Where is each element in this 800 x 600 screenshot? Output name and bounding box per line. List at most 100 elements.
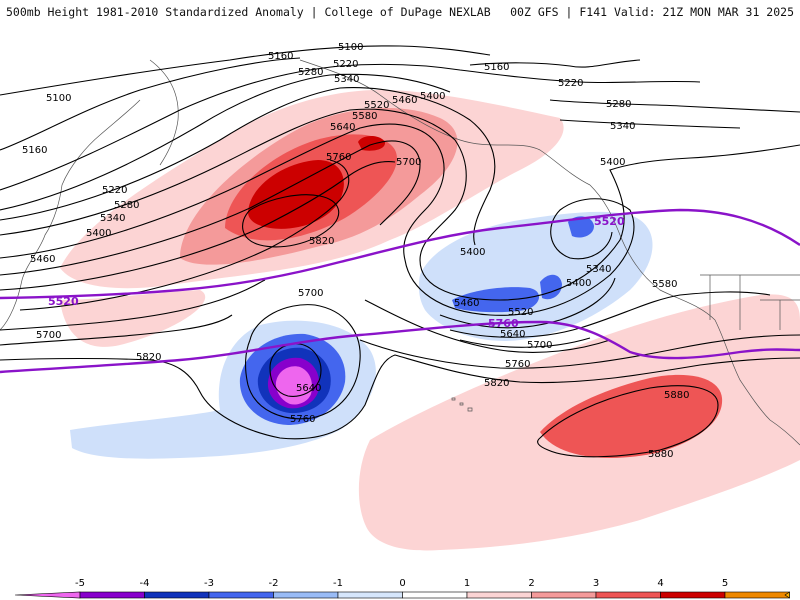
coastlines: [0, 59, 800, 446]
negative-anomaly-east-core-3: [568, 216, 594, 238]
contour-5100: [0, 45, 491, 96]
colorbar-tick-label: -4: [140, 578, 150, 589]
climatology-contours: [0, 208, 800, 374]
contour-label: 5700: [527, 340, 552, 351]
contour-label: 5640: [330, 122, 355, 133]
contour-label: 5160: [22, 145, 47, 156]
colorbar-swatch: [595, 591, 661, 599]
contour-label: 5760: [505, 359, 530, 370]
contour-label: 5400: [566, 278, 591, 289]
contour-label: 5640: [500, 329, 525, 340]
contour-label: 5100: [46, 93, 71, 104]
contour-label: 5820: [136, 352, 161, 363]
contour-label: 5760: [290, 414, 315, 425]
kamchatka-coastline: [149, 59, 179, 166]
hawaii-islands: [451, 397, 473, 412]
contour-label: 5100: [338, 42, 363, 53]
colorbar-swatch: [14, 591, 81, 599]
contour-label: 5220: [102, 185, 127, 196]
climatology-label: 5760: [488, 317, 519, 330]
contour-label: 5280: [298, 67, 323, 78]
colorbar-swatch: [208, 591, 274, 599]
colorbar-swatch: [724, 591, 790, 599]
contour-labels: 5100 5100 5160 5160 5160 5220 5220 5220 …: [22, 42, 689, 460]
climatology-label: 5520: [48, 295, 79, 308]
colorbar-swatch: [466, 591, 532, 599]
contour-label: 5700: [36, 330, 61, 341]
contour-label: 5220: [333, 59, 358, 70]
contour-label: 5700: [298, 288, 323, 299]
contour-label: 5400: [420, 91, 445, 102]
colorbar-swatch: [79, 591, 145, 599]
contour-label: 5520: [364, 100, 389, 111]
positive-anomaly-south-moderate: [540, 374, 723, 458]
colorbar-tick-label: 4: [657, 578, 663, 589]
climatology-label: 5520: [594, 215, 625, 228]
asia-coastline: [0, 99, 141, 331]
colorbar-swatches: [14, 591, 790, 599]
colorbar-tick-label: -3: [204, 578, 214, 589]
colorbar-tick-label: -1: [333, 578, 343, 589]
contour-label: 5460: [454, 298, 479, 309]
contour-label: 5340: [334, 74, 359, 85]
contour-5580: [0, 161, 771, 338]
contour-label: 5340: [100, 213, 125, 224]
colorbar-tick-label: 2: [528, 578, 534, 589]
contour-label: 5160: [268, 51, 293, 62]
contour-5340: [0, 87, 741, 246]
colorbar-tick-label: -2: [269, 578, 279, 589]
contour-label: 5460: [392, 95, 417, 106]
contour-label: 5880: [648, 449, 673, 460]
negative-anomaly-east-core-2: [540, 274, 562, 300]
colorbar-swatch: [784, 591, 790, 599]
climatology-5520-line: [0, 208, 800, 300]
contour-label: 5280: [606, 99, 631, 110]
contour-label: 5400: [86, 228, 111, 239]
anomaly-map: 5100 5100 5160 5160 5160 5220 5220 5220 …: [0, 42, 800, 551]
contour-5640: [19, 159, 591, 348]
contour-label: 5400: [460, 247, 485, 258]
map-title: 500mb Height 1981-2010 Standardized Anom…: [6, 5, 491, 19]
climatology-5760-line: [0, 320, 800, 374]
contour-5220: [0, 63, 701, 191]
contour-label: 5520: [508, 307, 533, 318]
colorbar-tick-label: 5: [722, 578, 728, 589]
colorbar-tick-label: 0: [399, 578, 405, 589]
contour-label: 5400: [600, 157, 625, 168]
anomaly-shading: [60, 89, 800, 551]
contour-5160: [0, 57, 641, 151]
colorbar-swatch: [531, 591, 597, 599]
contour-label: 5820: [309, 236, 334, 247]
colorbar-swatch: [402, 591, 468, 599]
contour-label: 5280: [114, 200, 139, 211]
alaska-coastline: [299, 59, 591, 186]
contour-label: 5160: [484, 62, 509, 73]
colorbar-tick-label: 3: [593, 578, 599, 589]
colorbar-swatch: [273, 591, 339, 599]
contour-label: 5580: [352, 111, 377, 122]
north-america-coastline: [589, 184, 800, 446]
contour-label: 5340: [610, 121, 635, 132]
colorbar-swatch: [337, 591, 403, 599]
contour-label: 5700: [396, 157, 421, 168]
us-state-lines: [700, 274, 800, 330]
contour-5700-low: [245, 304, 361, 420]
colorbar-swatch: [144, 591, 210, 599]
contour-5700: [0, 194, 611, 353]
colorbar-tick-label: -5: [75, 578, 85, 589]
contour-5880: [537, 385, 719, 458]
contour-5400: [0, 108, 800, 301]
contour-label: 5820: [484, 378, 509, 389]
contour-label: 5340: [586, 264, 611, 275]
contour-label: 5640: [296, 383, 321, 394]
positive-anomaly-core: [248, 160, 344, 229]
colorbar-ticks: -5 -4 -3 -2 -1 0 1 2 3 4 5: [75, 578, 728, 589]
model-run-info: 00Z GFS | F141 Valid: 21Z MON MAR 31 202…: [510, 5, 794, 19]
contour-label: 5460: [30, 254, 55, 265]
contour-label: 5760: [326, 152, 351, 163]
contour-label: 5580: [652, 279, 677, 290]
contour-label: 5220: [558, 78, 583, 89]
contour-label: 5880: [664, 390, 689, 401]
contour-5280: [0, 73, 800, 211]
colorbar-tick-label: 1: [464, 578, 470, 589]
